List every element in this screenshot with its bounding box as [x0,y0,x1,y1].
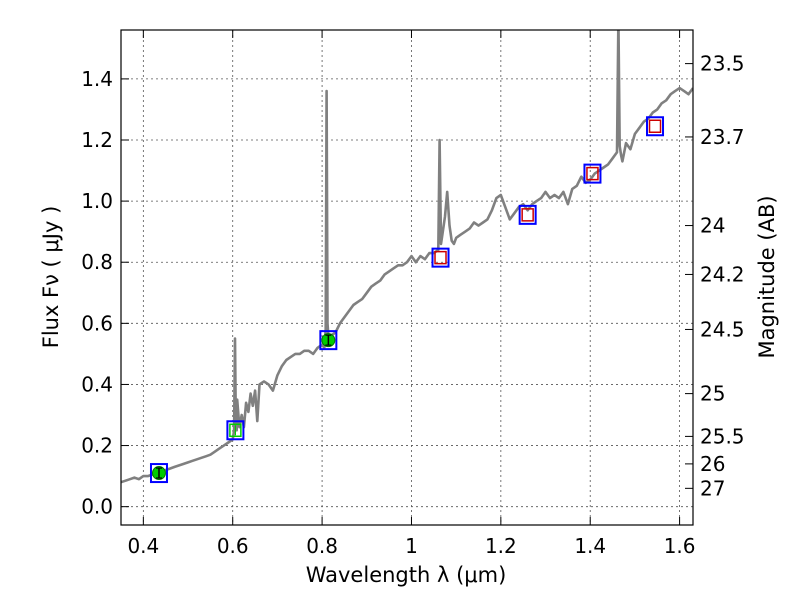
y-tick-label: 1.4 [81,67,113,91]
mag-tick-label: 27 [700,476,725,500]
y-tick-label: 1.2 [81,128,113,152]
y-tick-label: 0.4 [81,372,113,396]
model-marker [648,119,662,133]
y-tick-label: 0.0 [81,495,113,519]
x-tick-label: 0.4 [127,534,159,558]
x-tick-label: 1.6 [664,534,696,558]
photometry-point-i [319,330,338,351]
marker-box [431,247,450,268]
marker-box [226,420,245,441]
y2-axis-label: Magnitude (AB) [755,195,779,358]
spectrum-line [121,30,693,484]
marker-box [646,116,665,137]
photometry-point-b [149,463,168,484]
photometry-point-v [226,420,245,441]
y-tick-label: 0.8 [81,250,113,274]
x-tick-label: 0.6 [217,534,249,558]
model-marker [521,208,534,222]
model-marker [434,250,447,265]
marker-box [583,163,602,184]
marker-box [319,330,338,351]
spectrum [121,30,693,484]
y-tick-label: 0.2 [81,434,113,458]
mag-tick-label: 24.2 [700,262,745,286]
mag-tick-label: 24 [700,214,725,238]
mag-tick-label: 23.7 [700,125,745,149]
x-tick-label: 1 [405,534,418,558]
x-axis-label: Wavelength λ (μm) [306,563,507,587]
x-tick-label: 1.2 [485,534,517,558]
marker-box [149,463,168,484]
y-tick-label: 1.0 [81,189,113,213]
grid [121,30,693,525]
y-axis-label: Flux Fν ( μJy ) [39,206,63,349]
detection-marker [229,423,242,438]
mag-tick-label: 25 [700,382,725,406]
x-tick-label: 1.4 [574,534,606,558]
ticks [121,30,693,525]
marker-box [518,204,537,225]
photometry-point-h [646,116,665,137]
photometry-markers [149,116,665,484]
mag-tick-label: 26 [700,452,725,476]
plot-frame [120,29,694,526]
mag-tick-label: 25.5 [700,424,745,448]
photometry-point-y [431,247,450,268]
x-tick-label: 0.8 [306,534,338,558]
mag-tick-label: 23.5 [700,52,745,76]
y-tick-label: 0.6 [81,311,113,335]
model-marker [586,166,599,181]
mag-tick-label: 24.5 [700,317,745,341]
photometry-point-j [518,204,537,225]
tick-labels: 0.4 0.6 0.8 1 1.2 1.4 1.6 0.0 0.2 0.4 0.6 0.8 1.0 1.2… [81,52,744,558]
photometry-point-jh [583,163,602,184]
